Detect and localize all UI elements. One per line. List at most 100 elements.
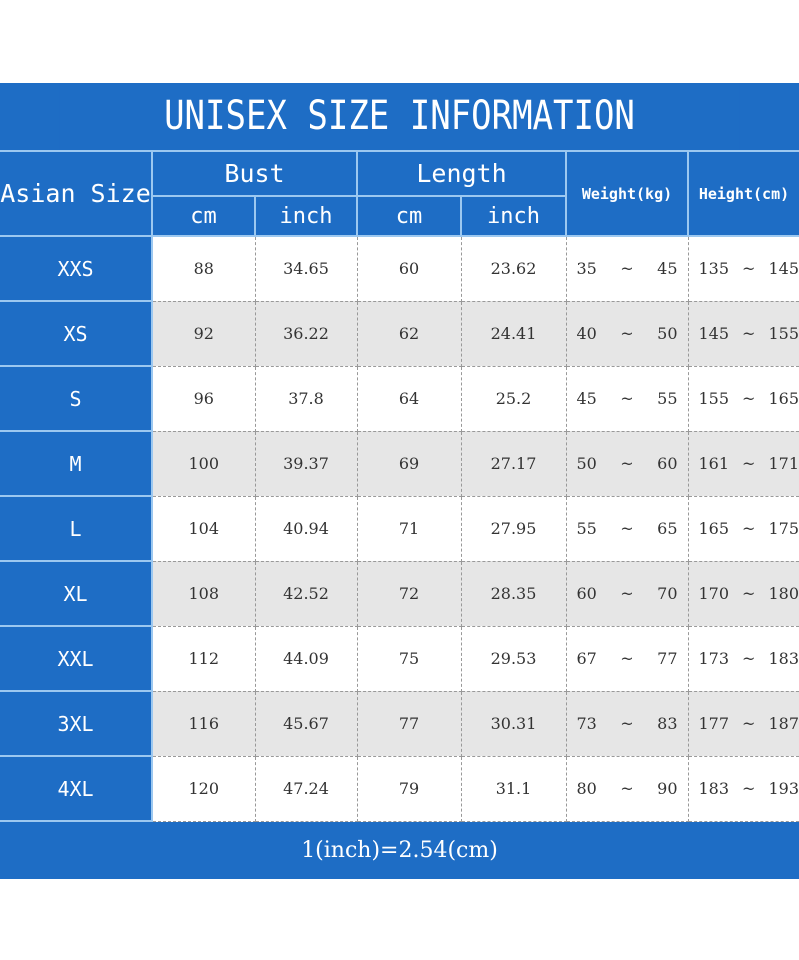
weight-range: 50 ~60 — [566, 431, 689, 497]
bust-inch: 36.22 — [255, 301, 358, 367]
weight-range: 35 ~45 — [566, 236, 689, 302]
weight-max: 55 — [657, 389, 678, 408]
weight-min: 45 — [576, 389, 597, 408]
height-min: 145 — [698, 324, 730, 343]
weight-min: 50 — [576, 454, 597, 473]
size-chart: UNISEX SIZE INFORMATION Asian Size Bust … — [0, 83, 799, 879]
range-sep: ~ — [742, 649, 756, 668]
range-sep: ~ — [620, 454, 634, 473]
weight-range: 45 ~55 — [566, 366, 689, 432]
height-range: 183 ~193 — [688, 756, 799, 822]
length-cm: 75 — [357, 626, 462, 692]
range-sep: ~ — [620, 389, 634, 408]
length-inch: 24.41 — [461, 301, 567, 367]
range-sep: ~ — [742, 454, 756, 473]
height-max: 187 — [768, 714, 799, 733]
length-inch: 27.17 — [461, 431, 567, 497]
weight-min: 80 — [576, 779, 597, 798]
table-row: 3XL 116 45.67 77 30.31 73 ~83 177 ~187 — [0, 691, 799, 757]
height-range: 170 ~180 — [688, 561, 799, 627]
range-sep: ~ — [620, 259, 634, 279]
range-sep: ~ — [620, 519, 634, 538]
bust-inch: 34.65 — [255, 236, 358, 302]
weight-min: 67 — [576, 649, 597, 668]
table-row: M 100 39.37 69 27.17 50 ~60 161 ~171 — [0, 431, 799, 497]
weight-min: 40 — [576, 324, 597, 343]
range-sep: ~ — [742, 714, 756, 733]
weight-min: 35 — [576, 259, 597, 279]
size-label: XXL — [0, 626, 153, 692]
header-length-inch: inch — [460, 196, 567, 237]
range-sep: ~ — [620, 714, 634, 733]
bust-cm: 100 — [152, 431, 256, 497]
header-length-cm: cm — [356, 196, 462, 237]
weight-range: 73 ~83 — [566, 691, 689, 757]
range-sep: ~ — [620, 584, 634, 603]
length-inch: 31.1 — [461, 756, 567, 822]
length-cm: 77 — [357, 691, 462, 757]
size-table: Asian Size Bust Length Weight(kg) Height… — [0, 152, 799, 822]
height-range: 155 ~165 — [688, 366, 799, 432]
size-label: L — [0, 496, 153, 562]
size-label: 4XL — [0, 756, 153, 822]
height-max: 171 — [768, 454, 799, 473]
weight-range: 67 ~77 — [566, 626, 689, 692]
header-bust-inch: inch — [254, 196, 358, 237]
range-sep: ~ — [620, 324, 634, 343]
range-sep: ~ — [742, 779, 756, 798]
weight-range: 40 ~50 — [566, 301, 689, 367]
table-row: L 104 40.94 71 27.95 55 ~65 165 ~175 — [0, 496, 799, 562]
table-row: 4XL 120 47.24 79 31.1 80 ~90 183 ~193 — [0, 756, 799, 822]
header-bust-cm: cm — [151, 196, 256, 237]
length-inch: 25.2 — [461, 366, 567, 432]
height-max: 165 — [768, 389, 799, 408]
height-min: 170 — [698, 584, 730, 603]
length-inch: 29.53 — [461, 626, 567, 692]
weight-max: 60 — [657, 454, 678, 473]
height-min: 135 — [698, 259, 730, 279]
bust-inch: 47.24 — [255, 756, 358, 822]
conversion-note: 1(inch)=2.54(cm) — [0, 822, 799, 879]
length-cm: 79 — [357, 756, 462, 822]
bust-inch: 45.67 — [255, 691, 358, 757]
bust-cm: 116 — [152, 691, 256, 757]
bust-inch: 37.8 — [255, 366, 358, 432]
range-sep: ~ — [742, 324, 756, 343]
chart-title: UNISEX SIZE INFORMATION — [59, 83, 740, 150]
bust-cm: 112 — [152, 626, 256, 692]
weight-max: 50 — [657, 324, 678, 343]
height-range: 145 ~155 — [688, 301, 799, 367]
range-sep: ~ — [620, 779, 634, 798]
height-max: 145 — [768, 259, 799, 279]
height-range: 161 ~171 — [688, 431, 799, 497]
bust-cm: 104 — [152, 496, 256, 562]
weight-range: 55 ~65 — [566, 496, 689, 562]
header-height: Height(cm) — [687, 152, 799, 237]
weight-max: 83 — [657, 714, 678, 733]
range-sep: ~ — [742, 389, 756, 408]
weight-max: 70 — [657, 584, 678, 603]
height-max: 183 — [768, 649, 799, 668]
height-range: 173 ~183 — [688, 626, 799, 692]
height-min: 183 — [698, 779, 730, 798]
length-cm: 72 — [357, 561, 462, 627]
bust-inch: 39.37 — [255, 431, 358, 497]
weight-max: 45 — [657, 259, 678, 279]
table-row: XL 108 42.52 72 28.35 60 ~70 170 ~180 — [0, 561, 799, 627]
weight-max: 90 — [657, 779, 678, 798]
range-sep: ~ — [742, 584, 756, 603]
weight-range: 60 ~70 — [566, 561, 689, 627]
table-row: XS 92 36.22 62 24.41 40 ~50 145 ~155 — [0, 301, 799, 367]
bust-inch: 42.52 — [255, 561, 358, 627]
length-cm: 64 — [357, 366, 462, 432]
length-cm: 62 — [357, 301, 462, 367]
weight-min: 73 — [576, 714, 597, 733]
range-sep: ~ — [742, 259, 756, 279]
height-max: 175 — [768, 519, 799, 538]
height-max: 193 — [768, 779, 799, 798]
size-label: XS — [0, 301, 153, 367]
height-range: 135 ~145 — [688, 236, 799, 302]
table-row: XXL 112 44.09 75 29.53 67 ~77 173 ~183 — [0, 626, 799, 692]
header-asian-size: Asian Size — [0, 152, 153, 237]
height-max: 180 — [768, 584, 799, 603]
